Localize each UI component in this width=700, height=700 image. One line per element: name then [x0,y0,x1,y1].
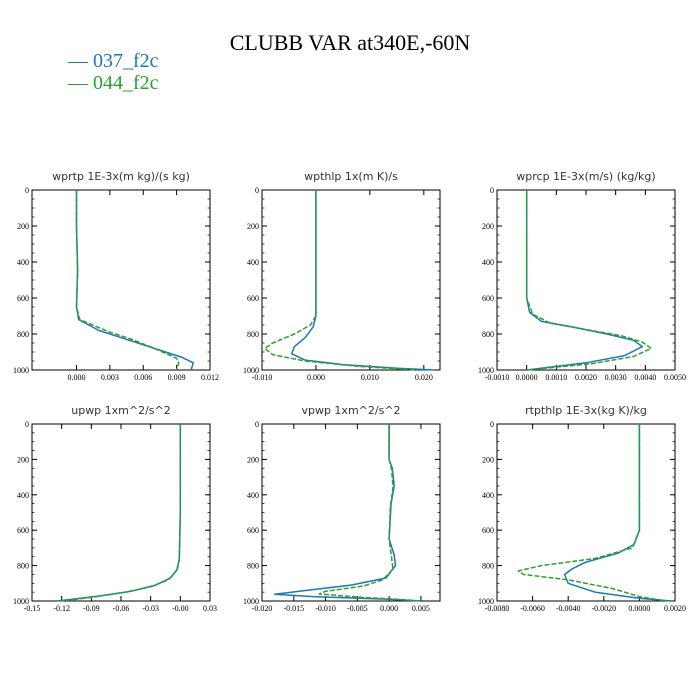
y-tick-label: 800 [482,562,494,571]
x-tick-label: 0.03 [203,604,217,613]
x-tick-label: -0.00 [172,604,189,613]
y-tick-label: 0 [255,420,259,429]
y-tick-label: 0 [490,420,494,429]
series-line-044_f2c-panel-5 [318,424,421,602]
series-line-037_f2c-panel-2 [290,190,435,371]
x-tick-label: 0.0020 [575,373,597,382]
series-line-044_f2c-panel-2 [263,190,419,371]
y-tick-label: 800 [247,562,259,571]
y-tick-label: 600 [482,294,494,303]
x-tick-label: 0.0040 [634,373,656,382]
y-tick-label: 600 [482,526,494,535]
x-tick-label: 0.0020 [664,604,686,613]
y-tick-label: 200 [482,455,494,464]
y-tick-label: 600 [17,526,29,535]
x-tick-label: 0.020 [415,373,433,382]
series-line-037_f2c-panel-1 [75,190,195,371]
plot-frame-3 [496,189,676,371]
chart-title: CLUBB VAR at340E,-60N [229,30,471,55]
y-tick-label: 400 [17,258,29,267]
panel-title-2: wpthlp 1x(m K)/s [304,170,398,183]
x-tick-label: -0.0040 [556,604,581,613]
x-tick-label: 0.003 [101,373,119,382]
panel-title-3: wprcp 1E-3x(m/s) (kg/kg) [516,170,655,183]
series-line-037_f2c-panel-5 [273,424,421,602]
y-tick-label: 400 [247,491,259,500]
x-tick-label: -0.0020 [591,604,616,613]
x-tick-label: 0.009 [168,373,186,382]
y-tick-label: 0 [490,186,494,195]
y-tick-label: 0 [255,186,259,195]
x-tick-label: -0.010 [252,373,273,382]
plot-frame-2 [261,189,441,371]
x-tick-label: -0.09 [83,604,100,613]
legend-entry-037: — 037_f2c [68,50,159,72]
y-tick-label: 1000 [243,366,259,375]
x-tick-label: -0.015 [283,604,304,613]
y-tick-label: 400 [482,491,494,500]
panel-title-1: wprtp 1E-3x(m kg)/(s kg) [52,170,190,183]
x-tick-label: -0.15 [24,604,41,613]
series-line-037_f2c-panel-3 [525,190,644,371]
plot-frame-4 [31,423,211,602]
x-tick-label: 0.0000 [628,604,650,613]
series-line-044_f2c-panel-1 [75,190,180,371]
y-tick-label: 200 [482,222,494,231]
x-tick-label: 0.005 [412,604,430,613]
y-tick-label: 1000 [13,597,29,606]
y-tick-label: 800 [17,562,29,571]
y-tick-label: 1000 [243,597,259,606]
x-tick-label: 0.006 [134,373,152,382]
x-tick-label: -0.010 [315,604,336,613]
y-tick-label: 0 [25,186,29,195]
y-tick-label: 600 [17,294,29,303]
y-tick-label: 600 [247,526,259,535]
y-tick-label: 400 [482,258,494,267]
series-line-037_f2c-panel-6 [563,424,672,602]
legend-entry-044: — 044_f2c [68,72,159,94]
y-tick-label: 200 [247,455,259,464]
y-tick-label: 200 [17,222,29,231]
series-line-037_f2c-panel-4 [56,424,182,602]
x-tick-label: -0.0060 [520,604,545,613]
panel-title-5: vpwp 1xm^2/s^2 [301,404,400,417]
series-line-044_f2c-panel-4 [61,424,182,602]
y-tick-label: 1000 [478,597,494,606]
plot-frame-1 [31,189,211,371]
x-tick-label: -0.03 [142,604,159,613]
x-tick-label: 0.000 [307,373,325,382]
x-tick-label: 0.000 [68,373,86,382]
x-tick-label: 0.0000 [516,373,538,382]
x-tick-label: -0.12 [53,604,70,613]
x-tick-label: 0.0010 [545,373,567,382]
y-tick-label: 800 [247,330,259,339]
x-tick-label: 0.0050 [664,373,686,382]
x-tick-label: -0.005 [347,604,368,613]
y-tick-label: 1000 [13,366,29,375]
y-tick-label: 400 [247,258,259,267]
y-tick-label: 200 [247,222,259,231]
series-line-044_f2c-panel-6 [517,424,667,602]
panel-title-6: rtpthlp 1E-3x(kg K)/kg [525,404,647,417]
x-tick-label: 0.0030 [605,373,627,382]
y-tick-label: 800 [17,330,29,339]
x-tick-label: -0.020 [252,604,273,613]
y-tick-label: 600 [247,294,259,303]
y-tick-label: 800 [482,330,494,339]
x-tick-label: 0.012 [201,373,219,382]
y-tick-label: 1000 [478,366,494,375]
x-tick-label: -0.0080 [485,604,510,613]
y-tick-label: 400 [17,491,29,500]
y-tick-label: 200 [17,455,29,464]
panel-title-4: upwp 1xm^2/s^2 [71,404,171,417]
x-tick-label: 0.000 [380,604,398,613]
x-tick-label: -0.06 [113,604,130,613]
plot-frame-5 [261,423,441,602]
x-tick-label: -0.0010 [485,373,510,382]
series-line-044_f2c-panel-3 [525,190,653,371]
x-tick-label: 0.010 [361,373,379,382]
y-tick-label: 0 [25,420,29,429]
